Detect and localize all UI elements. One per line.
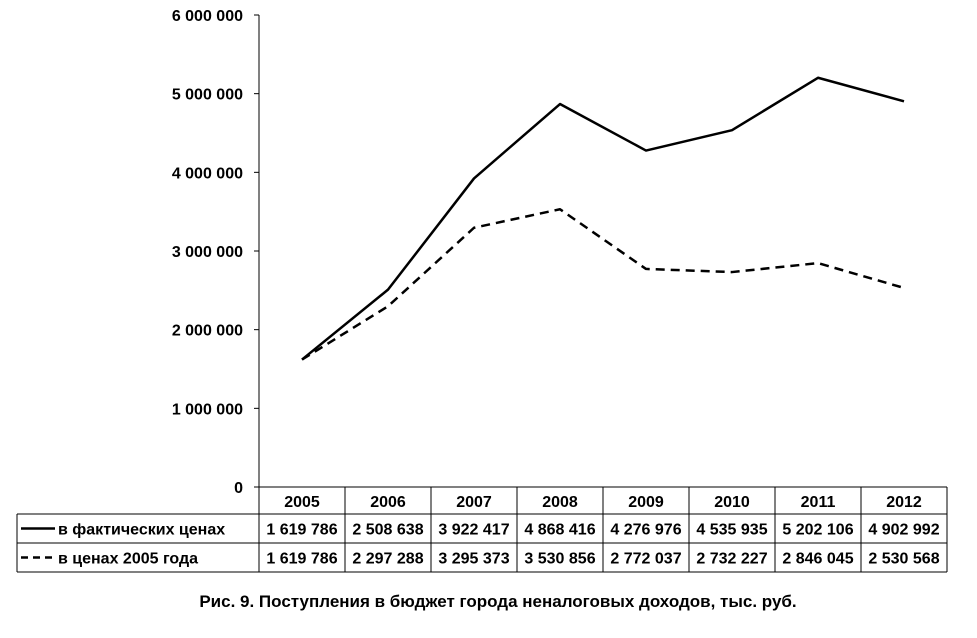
- table-cell: 2 732 227: [696, 551, 767, 568]
- table-cell: 3 922 417: [438, 522, 509, 539]
- y-tick-label: 6 000 000: [172, 8, 243, 25]
- data-table: 2005 2006 2007 2008 2009 2010 2011 2012 в фактич…: [16, 486, 948, 573]
- y-tick-label: 4 000 000: [172, 165, 243, 182]
- table-cell: 2 772 037: [610, 551, 681, 568]
- table-cell: 4 868 416: [524, 522, 595, 539]
- table-cell: 5 202 106: [782, 522, 853, 539]
- table-cell: 2 297 288: [352, 551, 423, 568]
- table-cell: 3 295 373: [438, 551, 509, 568]
- table-cell: 4 902 992: [868, 522, 939, 539]
- x-tick-label: 2006: [370, 494, 406, 511]
- plot-area: [301, 76, 905, 361]
- x-tick-label: 2008: [542, 494, 578, 511]
- table-cell: 2 530 568: [868, 551, 939, 568]
- legend-label: в ценах 2005 года: [58, 551, 198, 568]
- x-tick-label: 2012: [886, 494, 922, 511]
- table-cell: 1 619 786: [266, 551, 337, 568]
- table-cell: 3 530 856: [524, 551, 595, 568]
- figure-caption: Рис. 9. Поступления в бюджет города нена…: [199, 592, 796, 611]
- series-line-1: [301, 76, 905, 361]
- table-cell: 2 846 045: [782, 551, 853, 568]
- y-axis: 0 1 000 000 2 000 000 3 000 000 4 000 000 5 0…: [172, 8, 260, 497]
- x-tick-label: 2011: [801, 494, 836, 511]
- table-cell: 1 619 786: [266, 522, 337, 539]
- table-cell: 2 508 638: [352, 522, 423, 539]
- y-tick-label: 3 000 000: [172, 244, 243, 261]
- x-tick-label: 2010: [714, 494, 750, 511]
- y-tick-label: 5 000 000: [172, 87, 243, 104]
- y-tick-label: 0: [234, 480, 243, 497]
- y-tick-label: 2 000 000: [172, 323, 243, 340]
- y-tick-label: 1 000 000: [172, 401, 243, 418]
- x-tick-label: 2007: [456, 494, 492, 511]
- table-cell: 4 535 935: [696, 522, 767, 539]
- x-tick-label: 2009: [628, 494, 664, 511]
- x-tick-label: 2005: [284, 494, 320, 511]
- series-line-2: [301, 207, 905, 361]
- table-cell: 4 276 976: [610, 522, 681, 539]
- legend-label: в фактических ценах: [58, 522, 225, 539]
